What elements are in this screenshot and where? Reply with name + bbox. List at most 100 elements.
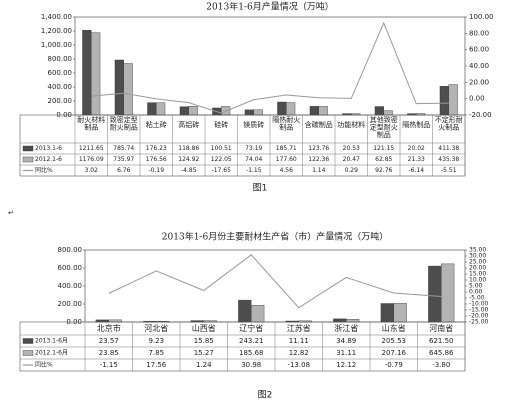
y2-tick-label: 40.00 (469, 62, 489, 70)
category-label: 河南省 (429, 323, 453, 333)
table-value: 1211.65 (79, 145, 104, 152)
bar (95, 319, 109, 323)
y2-tick-label: 15.00 (469, 271, 486, 278)
table-value: 31.11 (336, 349, 356, 357)
table-value: 62.85 (375, 156, 392, 163)
category-label: 隔热制品 (402, 120, 430, 129)
y2-tick-label: 5.00 (469, 283, 483, 290)
table-value: -3.80 (432, 361, 450, 369)
chart-title: 2013年1-6月份主要耐材生产省（市）产量情况（万吨） (162, 231, 388, 243)
table-value: 20.53 (343, 145, 360, 152)
category-label: 辽宁省 (239, 323, 263, 333)
table-value: 1.14 (312, 167, 326, 174)
table-value: 207.16 (382, 349, 407, 357)
table-value: 645.86 (429, 349, 454, 357)
table-value: 21.33 (408, 156, 425, 163)
y-tick-label: 200.00 (48, 97, 73, 105)
y2-tick-label: -10.00 (469, 301, 489, 308)
table-value: 205.53 (382, 337, 407, 345)
y-tick-label: 400.00 (48, 83, 73, 91)
bar (448, 84, 458, 116)
y2-tick-label: 100.00 (469, 13, 494, 21)
y-tick-label: 600.00 (48, 69, 73, 77)
y2-tick-label: 25.00 (469, 259, 486, 266)
category-label-line: 定型耐火 (370, 123, 398, 132)
category-label: 不定形耐火制品 (435, 115, 463, 132)
category-label: 含碳制品 (305, 120, 333, 129)
table-value: 185.71 (276, 145, 297, 152)
y-tick-label: 1,400.00 (41, 13, 72, 21)
table-value: 735.97 (113, 156, 134, 163)
table-value: 1176.09 (79, 156, 104, 163)
table-value: 74.04 (245, 156, 262, 163)
table-value: 185.68 (239, 349, 264, 357)
bar (123, 63, 133, 116)
category-label: 镁质砖 (243, 120, 264, 129)
category-label-line: 耐火制品 (110, 123, 138, 132)
table-value: 435.38 (438, 156, 459, 163)
y2-tick-label: -20.00 (469, 111, 492, 119)
table-value: 176.56 (146, 156, 167, 163)
bar (251, 305, 265, 323)
y2-tick-label: -25.00 (469, 319, 489, 326)
legend-label: 同比% (35, 361, 53, 369)
table-value: -0.19 (148, 167, 164, 174)
bar (277, 101, 287, 116)
bar (439, 86, 449, 116)
table-value: 122.36 (308, 156, 329, 163)
bar (188, 106, 198, 116)
category-label: 硅砖 (214, 120, 228, 129)
bar (346, 319, 360, 323)
bar (286, 102, 296, 116)
category-label: 山西省 (192, 323, 216, 333)
bar (393, 303, 407, 323)
category-label-line: 不定形耐 (435, 115, 463, 124)
category-label: 浙江省 (334, 323, 358, 333)
bar (318, 106, 328, 116)
bar (156, 102, 166, 116)
figure-caption: 图2 (258, 390, 273, 401)
legend-swatch (22, 338, 34, 344)
category-label-line: 制品 (279, 123, 293, 132)
table-value: 9.23 (148, 337, 164, 345)
y-tick-label: 600.00 (58, 264, 83, 272)
category-label-line: 耐火材料 (77, 115, 105, 124)
category-label: 河北省 (144, 323, 168, 333)
table-value: -13.08 (287, 361, 310, 369)
category-label: 隔热耐火制品 (272, 115, 300, 132)
table-value: 121.15 (373, 145, 394, 152)
category-label: 致密定型耐火制品 (110, 115, 138, 132)
line-series (91, 21, 449, 114)
category-label: 江苏省 (287, 323, 311, 333)
legend-label: 2012.1-6月 (35, 350, 68, 357)
bar (428, 265, 442, 323)
table-value: 411.38 (438, 145, 459, 152)
table-value: 20.47 (343, 156, 360, 163)
table-value: 15.85 (194, 337, 214, 345)
chart-title: 2013年1-6月产量情况（万吨） (206, 1, 333, 13)
category-label: 山东省 (382, 323, 406, 333)
y2-tick-label: -5.00 (469, 295, 485, 302)
category-label-line: 制品 (84, 123, 98, 132)
table-value: -5.51 (441, 167, 457, 174)
bar (179, 106, 189, 116)
y2-tick-label: 35.00 (469, 247, 486, 254)
bar (114, 59, 124, 116)
bar (147, 102, 157, 116)
bar (253, 109, 263, 116)
bar (380, 303, 394, 323)
category-label-line: 火制品 (438, 123, 459, 132)
paragraph-mark: ↵ (8, 209, 14, 217)
table-value: -0.79 (385, 361, 403, 369)
legend-swatch (22, 145, 34, 152)
table-value: 7.85 (148, 349, 164, 357)
legend-label: 同比% (35, 166, 53, 174)
y2-tick-label: 0.00 (469, 289, 483, 296)
category-label: 粘土砖 (146, 120, 167, 129)
table-value: -6.14 (408, 167, 424, 174)
bar (82, 29, 92, 116)
category-label-line: 致密定型 (110, 115, 138, 124)
table-value: -1.15 (246, 167, 262, 174)
category-label-line: 制品 (377, 130, 391, 139)
